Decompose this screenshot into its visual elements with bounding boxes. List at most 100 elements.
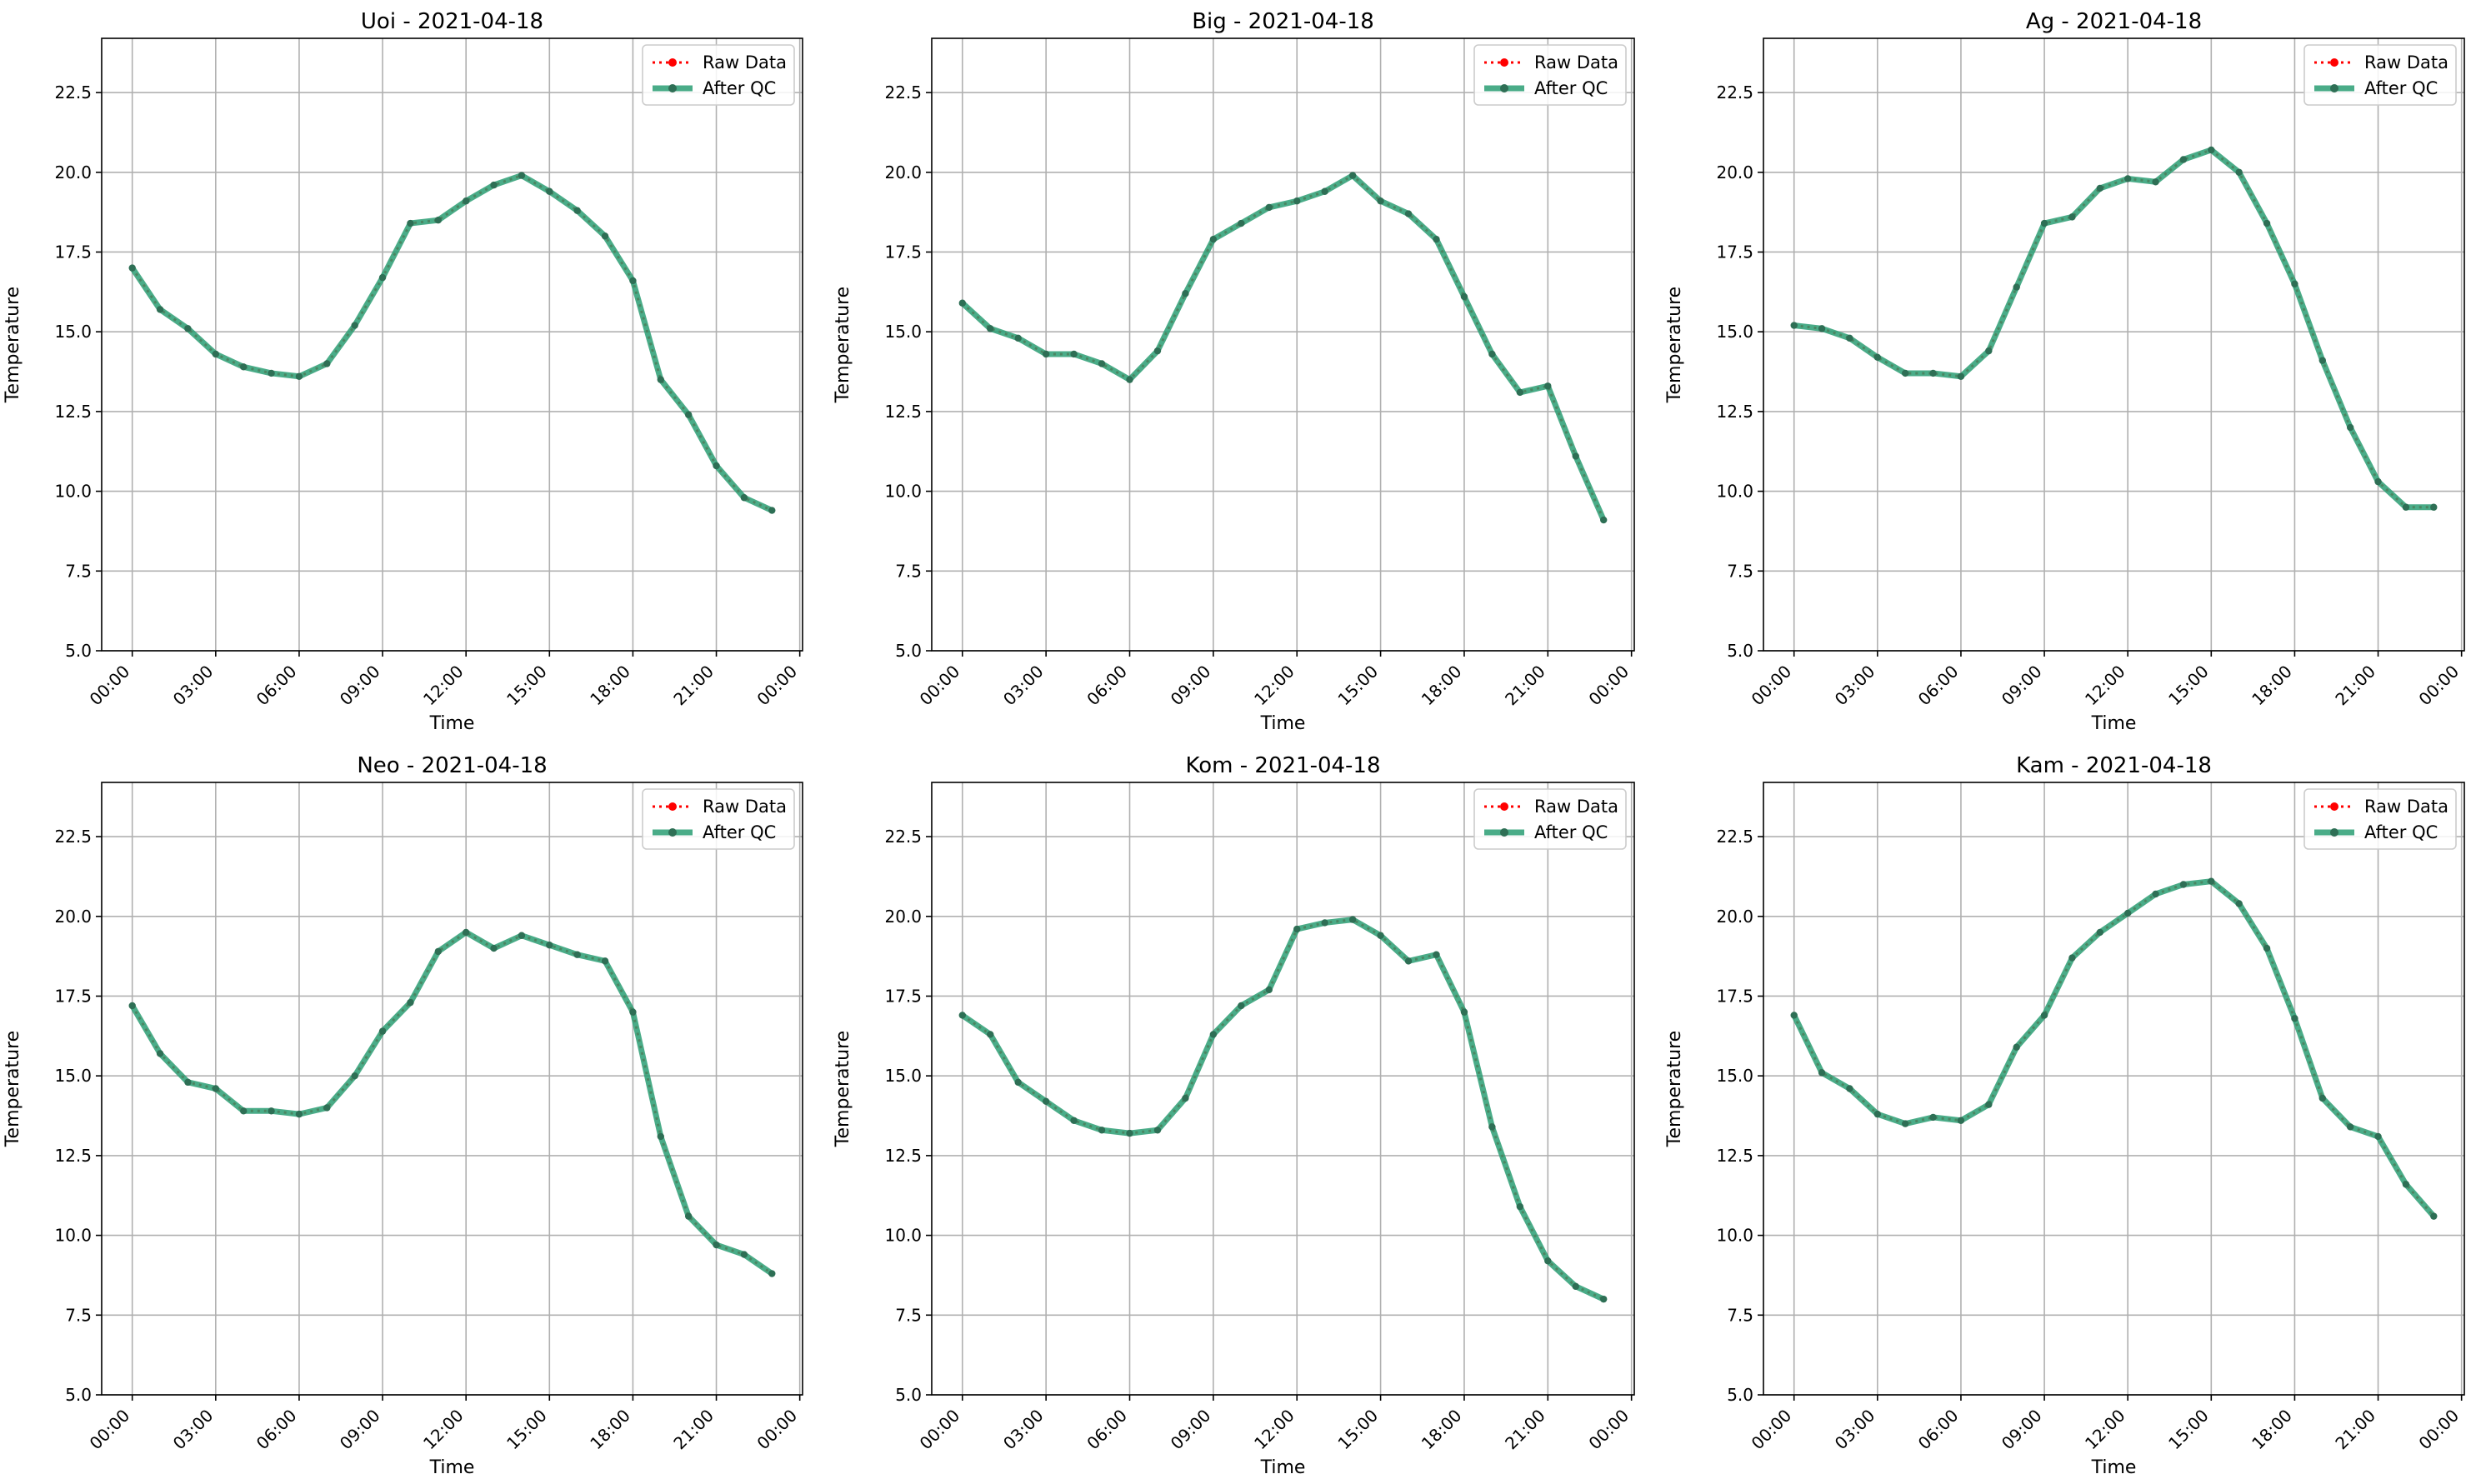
- data-point-after-qc: [518, 932, 526, 939]
- data-point-after-qc: [462, 197, 470, 205]
- x-tick-label: 18:00: [1418, 1406, 1466, 1454]
- data-point-after-qc: [2374, 477, 2382, 486]
- data-point-after-qc: [573, 207, 581, 214]
- legend-label-after-qc: After QC: [703, 822, 776, 842]
- data-point-after-qc: [2068, 954, 2076, 962]
- data-point-after-qc: [1902, 1120, 1909, 1127]
- chart-title: Uoi - 2021-04-18: [361, 9, 543, 34]
- series-line-raw-data: [961, 173, 1605, 521]
- chart-title: Kom - 2021-04-18: [1186, 753, 1381, 778]
- x-tick-label: 21:00: [669, 1406, 718, 1454]
- axes-frame: [1763, 37, 2465, 652]
- y-tick-label: 7.5: [65, 561, 92, 581]
- axes-frame: [931, 37, 1635, 652]
- data-point-after-qc: [407, 219, 414, 227]
- data-point-after-qc: [1293, 197, 1301, 205]
- x-tick-label: 09:00: [336, 662, 384, 710]
- x-tick-label: 18:00: [586, 662, 634, 710]
- data-point-after-qc: [1818, 325, 1826, 332]
- data-point-after-qc: [1042, 1097, 1050, 1106]
- data-point-after-qc: [1321, 919, 1328, 927]
- chart-panel-6: 00:00 03:00 06:00 09:00 12:00 15:00 18:00 21:00…: [1664, 753, 2465, 1478]
- data-point-after-qc: [1293, 925, 1301, 933]
- legend: Raw Data After QC: [642, 44, 795, 106]
- y-tick-label: 10.0: [54, 1226, 92, 1246]
- x-tick-label: 00:00: [86, 662, 134, 710]
- y-tick-label: 15.0: [1716, 322, 1753, 342]
- y-tick-label: 17.5: [54, 242, 92, 262]
- y-tick-label: 5.0: [895, 641, 922, 661]
- data-point-after-qc: [1404, 210, 1413, 217]
- data-point-after-qc: [1544, 382, 1552, 390]
- data-point-after-qc: [268, 369, 275, 377]
- data-point-after-qc: [657, 1132, 664, 1141]
- data-point-after-qc: [2263, 944, 2271, 952]
- data-point-after-qc: [2179, 881, 2188, 888]
- data-point-after-qc: [2235, 168, 2243, 176]
- x-axis-label: Time: [429, 1457, 475, 1478]
- y-tick-label: 12.5: [884, 1146, 922, 1166]
- data-point-after-qc: [518, 172, 526, 179]
- y-tick-label: 15.0: [884, 1066, 922, 1086]
- data-point-after-qc: [1846, 334, 1853, 342]
- data-point-after-qc: [1873, 353, 1882, 362]
- data-point-after-qc: [2068, 213, 2076, 221]
- y-tick-label: 12.5: [1716, 402, 1753, 422]
- x-tick-label: 06:00: [253, 1406, 301, 1454]
- y-axis-label: Temperature: [833, 1031, 853, 1147]
- x-axis-label: Time: [1260, 713, 1306, 734]
- data-point-after-qc: [1182, 290, 1189, 297]
- legend: Raw Data After QC: [642, 788, 795, 850]
- y-tick-label: 7.5: [895, 1305, 922, 1325]
- data-point-after-qc: [1516, 388, 1524, 397]
- data-point-after-qc: [1790, 322, 1798, 329]
- y-tick-label: 22.5: [1716, 82, 1753, 102]
- legend: Raw Data After QC: [1473, 44, 1627, 106]
- data-point-after-qc: [2402, 503, 2410, 511]
- data-point-after-qc: [2235, 900, 2243, 907]
- data-point-after-qc: [2208, 146, 2215, 154]
- x-tick-label: 00:00: [86, 1406, 134, 1454]
- data-point-after-qc: [2346, 423, 2354, 432]
- legend-marker-after-qc: [668, 828, 677, 837]
- data-point-after-qc: [184, 1078, 192, 1087]
- x-tick-label: 15:00: [503, 1406, 551, 1454]
- x-tick-label: 06:00: [1083, 1406, 1131, 1454]
- data-point-after-qc: [1126, 1129, 1133, 1137]
- data-point-after-qc: [2123, 909, 2132, 917]
- data-point-after-qc: [1182, 1094, 1189, 1102]
- chart-title: Big - 2021-04-18: [1192, 9, 1374, 34]
- x-tick-label: 21:00: [2331, 662, 2379, 710]
- y-tick-label: 10.0: [1716, 482, 1753, 502]
- series-line-after-qc: [960, 917, 1605, 1302]
- x-tick-label: 18:00: [2248, 1406, 2296, 1454]
- data-point-after-qc: [1433, 951, 1440, 958]
- x-tick-label: 09:00: [1167, 1406, 1215, 1454]
- x-tick-label: 00:00: [2414, 662, 2463, 710]
- x-tick-label: 03:00: [169, 1406, 218, 1454]
- legend-marker-after-qc: [2330, 84, 2338, 92]
- data-point-after-qc: [184, 325, 192, 332]
- series-line-after-qc: [129, 929, 774, 1277]
- x-tick-label: 09:00: [1998, 1406, 2046, 1454]
- axes-frame: [931, 782, 1635, 1396]
- x-tick-label: 18:00: [2248, 662, 2296, 710]
- data-point-after-qc: [684, 411, 693, 418]
- x-tick-label: 15:00: [1333, 662, 1382, 710]
- data-point-after-qc: [1600, 1295, 1608, 1303]
- data-point-after-qc: [268, 1107, 275, 1115]
- series-line-after-qc: [129, 172, 773, 513]
- x-tick-label: 00:00: [1748, 662, 1796, 710]
- data-point-after-qc: [958, 1012, 966, 1019]
- y-tick-label: 7.5: [1727, 561, 1753, 581]
- data-point-after-qc: [2374, 1132, 2382, 1141]
- legend-marker-raw-data: [2330, 802, 2338, 811]
- legend-label-raw-data: Raw Data: [703, 52, 787, 72]
- data-point-after-qc: [2430, 1212, 2438, 1220]
- y-tick-label: 15.0: [54, 1066, 92, 1086]
- x-tick-label: 06:00: [1083, 662, 1131, 710]
- data-point-after-qc: [713, 462, 720, 470]
- data-point-after-qc: [295, 372, 303, 380]
- data-point-after-qc: [1404, 957, 1413, 965]
- data-point-after-qc: [2318, 1094, 2326, 1102]
